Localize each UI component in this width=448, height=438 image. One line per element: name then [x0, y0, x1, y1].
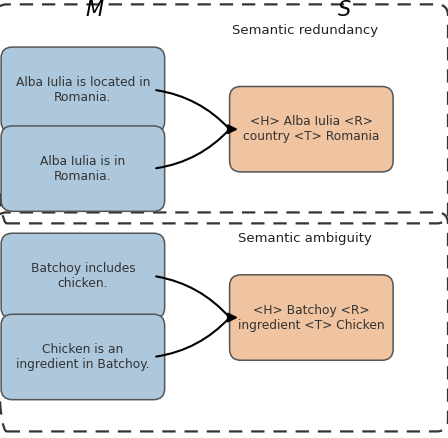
FancyBboxPatch shape	[1, 47, 165, 133]
Text: Chicken is an
ingredient in Batchoy.: Chicken is an ingredient in Batchoy.	[16, 343, 150, 371]
FancyBboxPatch shape	[230, 275, 393, 360]
Text: <H> Alba Iulia <R>
country <T> Romania: <H> Alba Iulia <R> country <T> Romania	[243, 115, 379, 143]
FancyBboxPatch shape	[230, 87, 393, 172]
Text: Batchoy includes
chicken.: Batchoy includes chicken.	[30, 262, 135, 290]
Text: M: M	[85, 0, 103, 20]
FancyBboxPatch shape	[1, 314, 165, 399]
Text: S: S	[338, 0, 352, 20]
Text: Alba Iulia is in
Romania.: Alba Iulia is in Romania.	[40, 155, 125, 183]
Text: <H> Batchoy <R>
ingredient <T> Chicken: <H> Batchoy <R> ingredient <T> Chicken	[238, 304, 385, 332]
Text: Alba Iulia is located in
Romania.: Alba Iulia is located in Romania.	[16, 76, 150, 104]
Text: Semantic redundancy: Semantic redundancy	[232, 24, 378, 37]
FancyBboxPatch shape	[1, 233, 165, 319]
FancyBboxPatch shape	[1, 126, 165, 212]
Text: Semantic ambiguity: Semantic ambiguity	[238, 232, 371, 245]
